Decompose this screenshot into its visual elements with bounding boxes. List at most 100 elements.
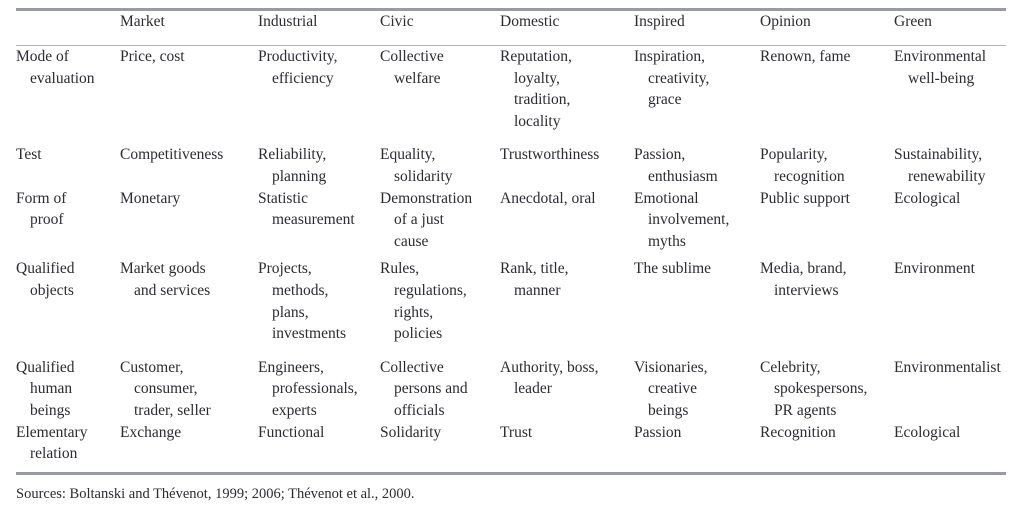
cell-text: Media, brand, interviews [760, 258, 890, 301]
orders-of-worth-table: Market Industrial Civic Domestic Inspire… [16, 11, 1006, 39]
cell-line: cause [394, 232, 429, 250]
cell-line: regulations, [394, 281, 467, 299]
cell-line: Celebrity, [760, 358, 821, 376]
row-header-text: Elementary relation [16, 422, 116, 465]
table-row: Elementary relation Exchange Functional Soli… [16, 422, 1006, 465]
cell-line: Passion [634, 423, 682, 441]
cell-inspired: Passion, enthusiasm [634, 144, 760, 187]
cell-line: Renown, fame [760, 48, 851, 65]
cell-text: Sustainability, renewability [894, 144, 1002, 187]
cell-line: Rules, [380, 260, 420, 278]
cell-line: Environment [894, 260, 975, 278]
table-figure: Market Industrial Civic Domestic Inspire… [0, 8, 1024, 507]
cell-line: Passion, [634, 146, 686, 164]
cell-line: Public support [760, 189, 850, 207]
column-header-green: Green [894, 13, 932, 30]
cell-opinion: Media, brand, interviews [760, 258, 894, 344]
cell-inspired: Passion [634, 422, 760, 465]
cell-line: Market goods [120, 260, 206, 278]
cell-line: Customer, [120, 358, 184, 376]
cell-line: The sublime [634, 260, 712, 278]
row-header: Test [16, 144, 120, 187]
cell-line: and services [134, 281, 211, 299]
cell-line: Inspiration, [634, 48, 706, 65]
cell-text: Projects, methods, plans, investments [258, 258, 376, 344]
row-header: Qualified objects [16, 258, 120, 344]
cell-text: Visionaries, creative beings [634, 357, 756, 422]
cell-line: tradition, [514, 91, 571, 109]
cell-line: efficiency [272, 69, 334, 87]
cell-inspired: Emotional involvement, myths [634, 188, 760, 253]
cell-line: manner [514, 281, 561, 299]
cell-line: Test [16, 146, 42, 164]
cell-domestic: Trust [500, 422, 634, 465]
cell-line: Demonstration [380, 189, 473, 207]
cell-line: officials [394, 401, 445, 419]
cell-line: Price, cost [120, 48, 185, 65]
cell-line: spokespersons, [774, 380, 868, 398]
cell-civic: Equality, solidarity [380, 144, 500, 187]
cell-text: Solidarity [380, 422, 496, 444]
cell-text: Environment [894, 258, 1002, 280]
cell-line: Rank, title, [500, 260, 569, 278]
cell-text: Ecological [894, 422, 1002, 444]
cell-green: Ecological [894, 188, 1006, 253]
cell-text: Rules, regulations, rights, policies [380, 258, 496, 344]
cell-market: Monetary [120, 188, 258, 253]
cell-line: Trustworthiness [500, 146, 600, 164]
cell-industrial: Engineers, professionals, experts [258, 357, 380, 422]
cell-line: locality [514, 112, 561, 130]
cell-line: Anecdotal, oral [500, 189, 596, 207]
cell-text: Engineers, professionals, experts [258, 357, 376, 422]
cell-opinion: Recognition [760, 422, 894, 465]
cell-text: Popularity, recognition [760, 144, 890, 187]
cell-line: creativity, [648, 69, 710, 87]
cell-text: Passion [634, 422, 756, 444]
cell-line: Solidarity [380, 423, 442, 441]
cell-line: planning [272, 167, 327, 185]
cell-line: professionals, [272, 380, 358, 398]
row-header: Elementary relation [16, 422, 120, 465]
cell-line: Productivity, [258, 48, 338, 65]
cell-inspired: Visionaries, creative beings [634, 357, 760, 422]
cell-line: Popularity, [760, 146, 828, 164]
cell-civic: Demonstration of a just cause [380, 188, 500, 253]
header-corner [16, 11, 120, 39]
cell-green: Sustainability, renewability [894, 144, 1006, 187]
cell-industrial: Functional [258, 422, 380, 465]
cell-text: Market goods and services [120, 258, 254, 301]
cell-market: Price, cost [120, 46, 258, 132]
cell-text: Trustworthiness [500, 144, 630, 166]
cell-line: Ecological [894, 423, 961, 441]
cell-line: creative [648, 380, 698, 398]
orders-of-worth-body: Mode of evaluation Price, cost Productivity… [16, 46, 1006, 465]
cell-line: consumer, [134, 380, 198, 398]
table-bottom-rule [16, 471, 1006, 475]
row-spacer [16, 132, 1006, 144]
cell-line: well-being [908, 69, 975, 87]
cell-text: Environmentalist [894, 357, 1002, 379]
cell-line: Sustainability, [894, 146, 983, 164]
cell-domestic: Trustworthiness [500, 144, 634, 187]
cell-line: leader [514, 380, 552, 398]
cell-line: Visionaries, [634, 358, 708, 376]
cell-text: Trust [500, 422, 630, 444]
cell-line: Reliability, [258, 146, 327, 164]
cell-line: policies [394, 325, 443, 343]
cell-text: Anecdotal, oral [500, 188, 630, 210]
cell-line: Collective [380, 358, 444, 376]
cell-line: measurement [272, 211, 355, 229]
cell-line: PR agents [774, 401, 837, 419]
cell-green: Environmentalist [894, 357, 1006, 422]
cell-domestic: Reputation, loyalty, tradition, locality [500, 46, 634, 132]
table-row: Qualified objects Market goods and services… [16, 258, 1006, 344]
cell-line: Form of [16, 189, 67, 207]
cell-text: Rank, title, manner [500, 258, 630, 301]
row-spacer [16, 345, 1006, 357]
cell-line: Projects, [258, 260, 312, 278]
row-header-text: Mode of evaluation [16, 46, 116, 89]
cell-line: Engineers, [258, 358, 324, 376]
row-header-text: Form of proof [16, 188, 116, 231]
cell-industrial: Projects, methods, plans, investments [258, 258, 380, 344]
cell-text: Emotional involvement, myths [634, 188, 756, 253]
